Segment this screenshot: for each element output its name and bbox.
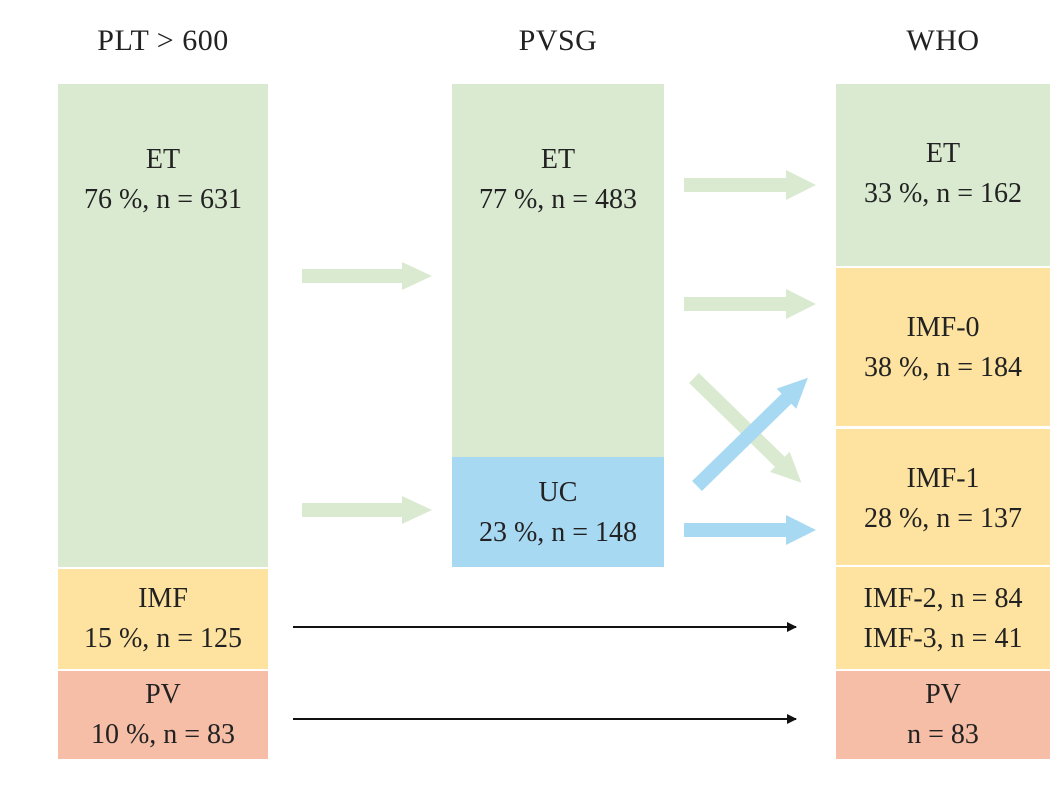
plt-imf-label: IMF bbox=[138, 583, 188, 614]
pvsg-et-stat: 77 %, n = 483 bbox=[478, 184, 638, 215]
header-plt: PLT > 600 bbox=[97, 24, 229, 57]
who-imf0-stat: 38 %, n = 184 bbox=[863, 352, 1023, 383]
arrow-plt-et-to-pvsg-uc bbox=[302, 496, 432, 524]
who-pv-stat: n = 83 bbox=[907, 719, 979, 750]
arrow-pvsg-uc-to-who-imf1 bbox=[684, 515, 816, 545]
plt-imf-stat: 15 %, n = 125 bbox=[83, 623, 243, 654]
pvsg-uc-box: UC 23 %, n = 148 bbox=[452, 457, 664, 567]
arrow-plt-et-to-pvsg-et bbox=[302, 262, 432, 290]
pvsg-uc-stat: 23 %, n = 148 bbox=[478, 517, 638, 548]
who-pv-box: PV n = 83 bbox=[836, 671, 1050, 759]
who-imf1-stat: 28 %, n = 137 bbox=[863, 503, 1023, 534]
who-imf2-stat: IMF-2, n = 84 bbox=[863, 583, 1023, 614]
pvsg-uc-label: UC bbox=[538, 477, 578, 508]
plt-pv-label: PV bbox=[145, 679, 181, 710]
arrow-pvsg-uc-to-who-imf0 bbox=[692, 377, 808, 492]
who-et-label: ET bbox=[925, 138, 961, 169]
who-et-stat: 33 %, n = 162 bbox=[863, 178, 1023, 209]
who-et-box: ET 33 %, n = 162 bbox=[836, 84, 1050, 266]
arrow-pvsg-et-to-who-imf0 bbox=[684, 289, 816, 319]
who-imf3-stat: IMF-3, n = 41 bbox=[863, 623, 1023, 654]
plt-pv-box: PV 10 %, n = 83 bbox=[58, 671, 268, 759]
plt-imf-box: IMF 15 %, n = 125 bbox=[58, 569, 268, 669]
who-imf0-label: IMF-0 bbox=[906, 312, 980, 343]
plt-et-label: ET bbox=[145, 144, 181, 175]
who-imf23-box: IMF-2, n = 84 IMF-3, n = 41 bbox=[836, 567, 1050, 669]
pvsg-et-box: ET 77 %, n = 483 bbox=[452, 84, 664, 457]
arrow-pvsg-et-to-who-et bbox=[684, 170, 816, 200]
who-imf1-box: IMF-1 28 %, n = 137 bbox=[836, 429, 1050, 565]
arrow-pvsg-et-to-who-imf1 bbox=[689, 372, 802, 483]
who-imf0-box: IMF-0 38 %, n = 184 bbox=[836, 268, 1050, 426]
who-imf1-label: IMF-1 bbox=[906, 463, 980, 494]
plt-et-stat: 76 %, n = 631 bbox=[83, 184, 243, 215]
plt-et-box: ET 76 %, n = 631 bbox=[58, 84, 268, 567]
plt-pv-stat: 10 %, n = 83 bbox=[90, 719, 236, 750]
pvsg-et-label: ET bbox=[540, 144, 576, 175]
header-who: WHO bbox=[906, 24, 980, 57]
who-pv-label: PV bbox=[925, 679, 961, 710]
header-pvsg: PVSG bbox=[518, 24, 598, 57]
